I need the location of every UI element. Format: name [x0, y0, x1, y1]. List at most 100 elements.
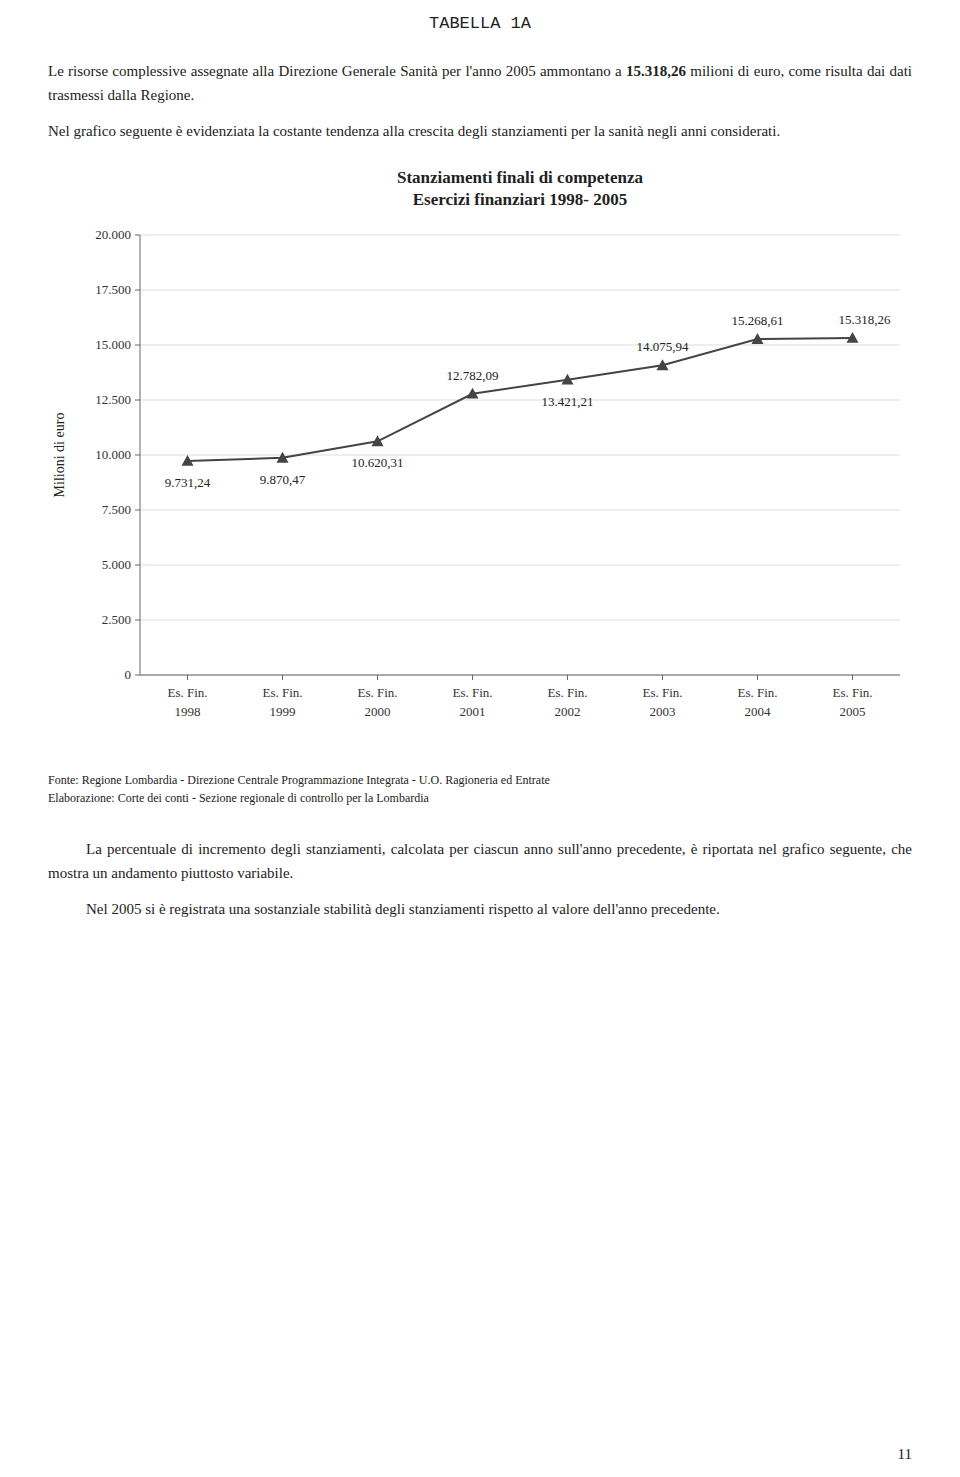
chart-subtitle: Esercizi finanziari 1998- 2005 [413, 190, 628, 209]
grid-line [140, 455, 900, 456]
tick-label: Es. Fin. 2002 [547, 685, 587, 719]
text-run: Nel 2005 si è registrata una sostanziale… [86, 901, 720, 917]
tick-mark [662, 675, 663, 680]
grid-line [140, 565, 900, 566]
tick-label-line: Es. Fin. [642, 685, 682, 700]
tick-label-line: Es. Fin. [832, 685, 872, 700]
tick-label-line: 2000 [365, 704, 391, 719]
tick-mark [852, 675, 853, 680]
data-label: 9.870,47 [260, 472, 306, 487]
emphasis: 15.318,26 [626, 63, 686, 79]
data-point [752, 333, 764, 344]
tick-mark [282, 675, 283, 680]
data-label: 15.268,61 [732, 313, 784, 328]
text-run: Nel grafico seguente è evidenziata la co… [48, 123, 780, 139]
tick-label-line: Es. Fin. [167, 685, 207, 700]
tick-mark [472, 675, 473, 680]
y-axis-line [140, 235, 141, 675]
data-point [467, 388, 479, 399]
plot-marks [182, 332, 859, 466]
data-point [277, 452, 289, 463]
tick-label-line: 2002 [555, 704, 581, 719]
tick-label-line: 2004 [745, 704, 772, 719]
paragraph: La percentuale di incremento degli stanz… [48, 837, 912, 885]
tick-label: Es. Fin. 1998 [167, 685, 207, 719]
tick-label-line: Es. Fin. [452, 685, 492, 700]
tick-label-line: Es. Fin. [357, 685, 397, 700]
tick-mark [567, 675, 568, 680]
tick-label-line: 1998 [175, 704, 201, 719]
text-block: La percentuale di incremento degli stanz… [0, 837, 960, 921]
text-run: La percentuale di incremento degli stanz… [48, 841, 912, 881]
page-title: TABELLA 1A [0, 0, 960, 33]
tick-label: 7.500 [102, 502, 131, 517]
tick-mark [135, 345, 140, 346]
source-note: Elaborazione: Corte dei conti - Sezione … [48, 789, 912, 807]
tick-label: Es. Fin. 2005 [832, 685, 872, 719]
page: TABELLA 1A Le risorse complessive assegna… [0, 0, 960, 1477]
grid-line [140, 345, 900, 346]
tick-mark [135, 565, 140, 566]
tick-label-line: Es. Fin. [737, 685, 777, 700]
paragraph: Le risorse complessive assegnate alla Di… [48, 59, 912, 107]
sources: Fonte: Regione Lombardia - Direzione Cen… [0, 771, 960, 807]
tick-mark [135, 290, 140, 291]
grid-line [140, 290, 900, 291]
tick-mark [135, 235, 140, 236]
data-label: 9.731,24 [165, 475, 211, 490]
grid-line [140, 675, 900, 676]
tick-mark [135, 510, 140, 511]
source-note: Fonte: Regione Lombardia - Direzione Cen… [48, 771, 912, 789]
tick-label: 17.500 [95, 282, 131, 297]
tick-label-line: Es. Fin. [547, 685, 587, 700]
tick-label: Es. Fin. 2003 [642, 685, 682, 719]
data-label: 13.421,21 [542, 394, 594, 409]
tick-label-line: 1999 [270, 704, 296, 719]
tick-label: 12.500 [95, 392, 131, 407]
chart: Stanziamenti finali di competenza Eserciz… [30, 155, 930, 765]
data-point [847, 332, 859, 343]
tick-label: 10.000 [95, 447, 131, 462]
data-point [657, 359, 669, 370]
tick-label: Es. Fin. 2001 [452, 685, 492, 719]
tick-mark [377, 675, 378, 680]
grid-line [140, 235, 900, 236]
tick-mark [135, 620, 140, 621]
tick-label: 20.000 [95, 227, 131, 242]
tick-label: 15.000 [95, 337, 131, 352]
tick-label: 2.500 [102, 612, 131, 627]
tick-label: 5.000 [102, 557, 131, 572]
grid-line [140, 400, 900, 401]
data-point [562, 374, 574, 385]
data-label: 15.318,26 [839, 312, 892, 327]
paragraph: Nel grafico seguente è evidenziata la co… [48, 119, 912, 143]
grid-line [140, 510, 900, 511]
x-axis-line [140, 675, 900, 676]
tick-mark [187, 675, 188, 680]
series-line [188, 338, 853, 461]
paragraph: Nel 2005 si è registrata una sostanziale… [48, 897, 912, 921]
tick-mark [135, 455, 140, 456]
tick-label: Es. Fin. 2004 [737, 685, 777, 719]
data-point [372, 435, 384, 446]
grid-line [140, 620, 900, 621]
page-number: 11 [898, 1446, 912, 1463]
data-label: 10.620,31 [352, 455, 404, 470]
tick-label-line: 2003 [650, 704, 676, 719]
tick-mark [757, 675, 758, 680]
tick-label: Es. Fin. 1999 [262, 685, 302, 719]
tick-mark [135, 400, 140, 401]
tick-mark [135, 675, 140, 676]
tick-label: 0 [125, 667, 132, 682]
tick-label-line: 2005 [840, 704, 866, 719]
text-block: Le risorse complessive assegnate alla Di… [0, 59, 960, 143]
text-run: Le risorse complessive assegnate alla Di… [48, 63, 626, 79]
tick-label-line: Es. Fin. [262, 685, 302, 700]
data-label: 12.782,09 [447, 368, 499, 383]
chart-title: Stanziamenti finali di competenza [397, 168, 644, 187]
data-point [182, 455, 194, 466]
axis-label: Milioni di euro [52, 413, 67, 498]
data-label: 14.075,94 [637, 339, 690, 354]
tick-label: Es. Fin. 2000 [357, 685, 397, 719]
tick-label-line: 2001 [460, 704, 486, 719]
